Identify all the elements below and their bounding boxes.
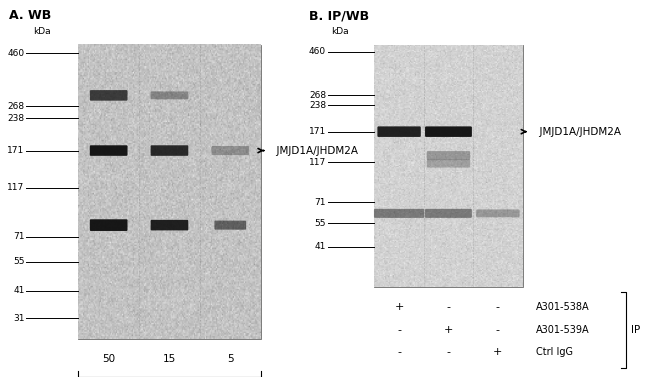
Text: -: -: [397, 348, 401, 357]
Text: 5: 5: [227, 354, 233, 365]
Text: 50: 50: [102, 354, 115, 365]
Text: 171: 171: [309, 127, 326, 136]
Text: 41: 41: [13, 286, 25, 295]
Text: kDa: kDa: [331, 27, 349, 36]
Text: 268: 268: [7, 102, 25, 111]
Text: kDa: kDa: [34, 27, 51, 36]
Text: JMJD1A/JHDM2A: JMJD1A/JHDM2A: [521, 127, 621, 136]
Text: -: -: [496, 302, 500, 312]
FancyBboxPatch shape: [476, 209, 519, 217]
Text: -: -: [447, 348, 450, 357]
Bar: [374, 45, 523, 287]
FancyBboxPatch shape: [214, 221, 246, 230]
FancyBboxPatch shape: [427, 151, 470, 160]
Text: -: -: [447, 302, 450, 312]
FancyBboxPatch shape: [427, 159, 470, 167]
Text: Ctrl IgG: Ctrl IgG: [536, 348, 573, 357]
FancyBboxPatch shape: [151, 92, 188, 100]
FancyBboxPatch shape: [211, 146, 249, 155]
Text: 15: 15: [163, 354, 176, 365]
Text: 31: 31: [13, 314, 25, 323]
Text: 55: 55: [315, 219, 326, 227]
Text: +: +: [444, 325, 453, 335]
Text: 171: 171: [7, 146, 25, 155]
Text: 460: 460: [7, 49, 25, 58]
Text: 117: 117: [7, 183, 25, 192]
Text: +: +: [395, 302, 404, 312]
Text: -: -: [496, 325, 500, 335]
Text: 55: 55: [13, 257, 25, 267]
FancyBboxPatch shape: [90, 219, 127, 231]
FancyBboxPatch shape: [378, 126, 421, 137]
Text: A301-538A: A301-538A: [536, 302, 590, 312]
FancyBboxPatch shape: [151, 220, 188, 230]
Bar: [78, 45, 261, 339]
FancyBboxPatch shape: [425, 126, 472, 137]
Text: A301-539A: A301-539A: [536, 325, 590, 335]
Text: IP: IP: [631, 325, 640, 335]
FancyBboxPatch shape: [425, 209, 472, 218]
Text: 238: 238: [7, 113, 25, 123]
Text: 71: 71: [315, 198, 326, 207]
Text: JMJD1A/JHDM2A: JMJD1A/JHDM2A: [258, 146, 358, 156]
Text: +: +: [493, 348, 502, 357]
FancyBboxPatch shape: [90, 90, 127, 101]
FancyBboxPatch shape: [374, 209, 424, 218]
Text: 460: 460: [309, 48, 326, 57]
Text: -: -: [397, 325, 401, 335]
FancyBboxPatch shape: [151, 145, 188, 156]
Text: A. WB: A. WB: [10, 9, 52, 22]
Text: B. IP/WB: B. IP/WB: [309, 9, 369, 22]
Text: 238: 238: [309, 101, 326, 110]
Text: 41: 41: [315, 242, 326, 251]
Text: 71: 71: [13, 232, 25, 241]
FancyBboxPatch shape: [90, 145, 127, 156]
Text: 117: 117: [309, 158, 326, 167]
Text: 268: 268: [309, 91, 326, 100]
